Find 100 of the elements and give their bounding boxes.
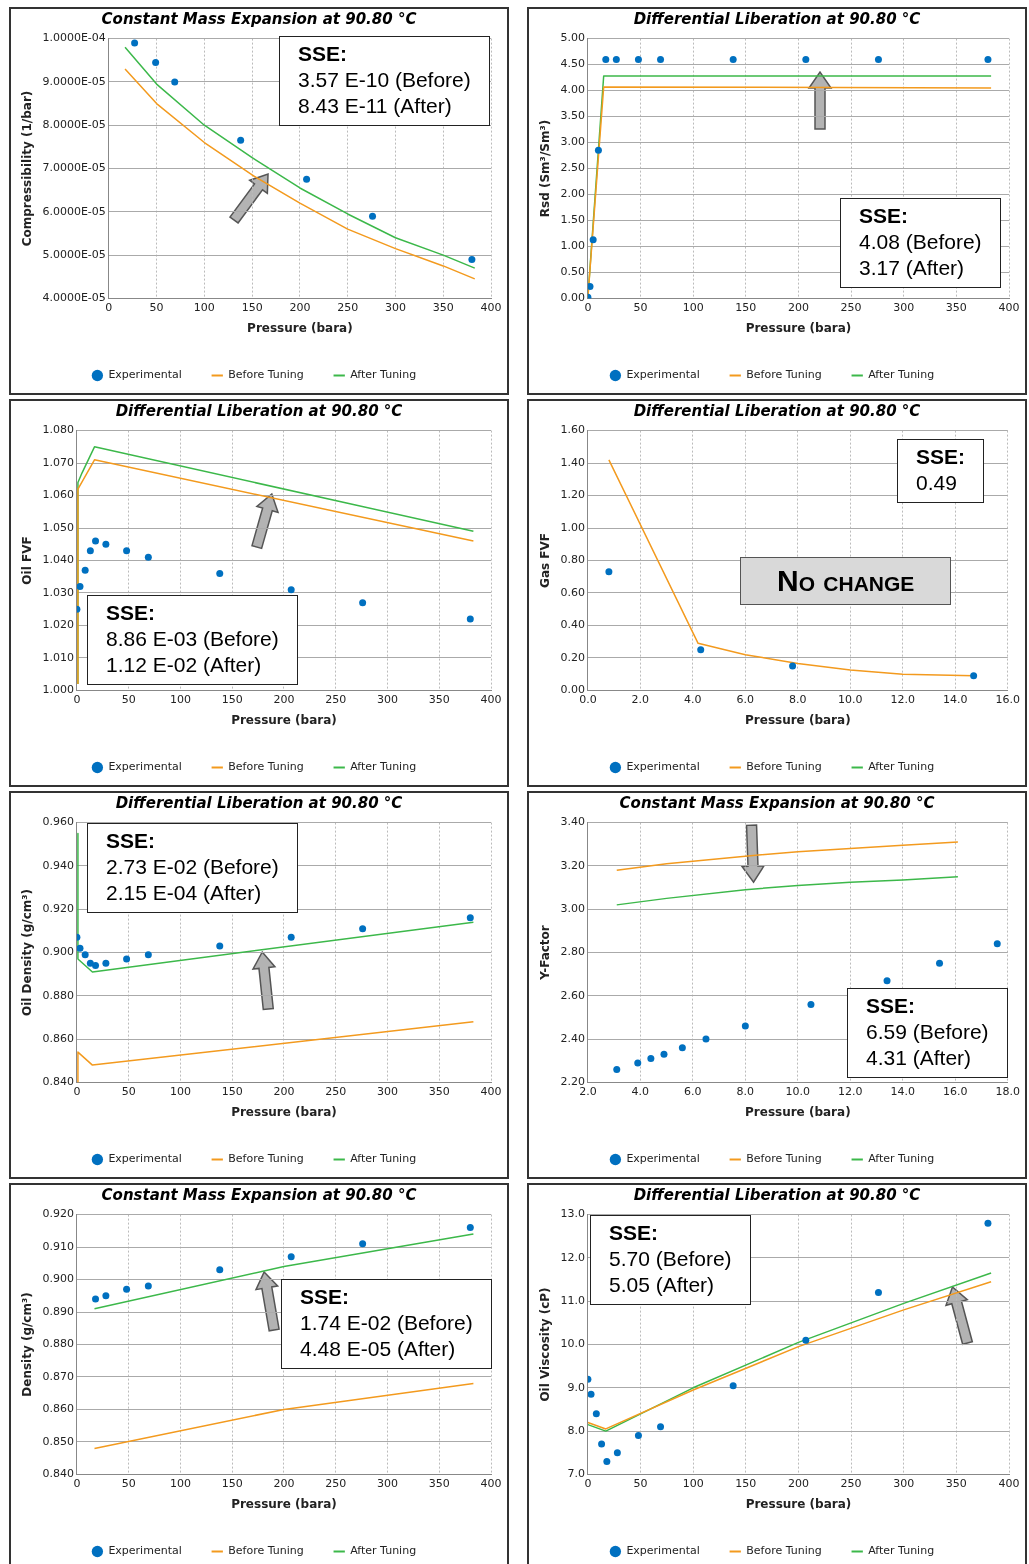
x-tick-label: 250: [325, 692, 347, 706]
x-tick-label: 250: [337, 300, 359, 314]
y-tick-label: 1.070: [42, 455, 74, 469]
point: [92, 537, 100, 545]
point: [697, 646, 705, 654]
point: [86, 547, 94, 555]
x-tick-label: 400: [480, 300, 502, 314]
y-tick-label: 0.50: [560, 265, 585, 279]
x-tick-label: 400: [998, 300, 1020, 314]
legend-label: After Tuning: [350, 760, 417, 774]
y-tick-label: 0.890: [42, 1304, 74, 1318]
point: [76, 944, 84, 952]
chart-title: Constant Mass Expansion at 90.80 °C: [100, 1186, 418, 1204]
x-tick-label: 100: [193, 300, 215, 314]
y-tick-label: 0.20: [560, 650, 585, 664]
x-tick-label: 0.0: [579, 692, 597, 706]
x-tick-label: 50: [121, 1476, 136, 1490]
x-tick-label: 0: [584, 1476, 592, 1490]
x-tick-label: 150: [221, 1476, 243, 1490]
y-tick-label: 0.40: [560, 618, 585, 632]
point: [634, 55, 642, 63]
x-tick-label: 100: [169, 1084, 191, 1098]
legend-label: After Tuning: [350, 368, 417, 382]
chart-title: Constant Mass Expansion at 90.80 °C: [618, 794, 936, 812]
y-tick-label: 0.910: [42, 1239, 74, 1253]
point: [612, 55, 620, 63]
y-axis-title: Y-Factor: [538, 925, 553, 981]
y-axis-title: Rsd (Sm³/Sm³): [538, 119, 553, 218]
y-tick-label: 7.0000E-05: [42, 161, 106, 175]
point: [171, 78, 179, 86]
point: [144, 1282, 152, 1290]
x-tick-label: 400: [998, 1476, 1020, 1490]
y-tick-label: 10.0: [560, 1337, 585, 1351]
point: [660, 1050, 668, 1058]
x-tick-label: 50: [633, 300, 648, 314]
x-tick-label: 200: [289, 300, 311, 314]
point: [613, 1449, 621, 1457]
y-tick-label: 1.00: [560, 239, 585, 253]
y-tick-label: 0.80: [560, 553, 585, 567]
point: [287, 933, 295, 941]
x-tick-label: 300: [893, 300, 915, 314]
point: [598, 1440, 606, 1448]
y-tick-label: 1.60: [560, 423, 585, 437]
point: [152, 58, 160, 66]
point: [874, 55, 882, 63]
point: [883, 977, 891, 985]
x-axis-title: Pressure (bara): [231, 1104, 337, 1119]
y-tick-label: 0.840: [42, 1075, 74, 1089]
legend-label: After Tuning: [868, 1544, 935, 1558]
legend-label: Experimental: [108, 368, 182, 382]
y-tick-label: 1.020: [42, 618, 74, 632]
legend-label: Experimental: [626, 368, 700, 382]
legend-label: After Tuning: [350, 1544, 417, 1558]
x-tick-label: 300: [376, 692, 398, 706]
x-tick-label: 100: [169, 692, 191, 706]
y-tick-label: 13.0: [560, 1207, 585, 1221]
point: [359, 599, 367, 607]
x-tick-label: 200: [273, 1084, 295, 1098]
point: [216, 1266, 224, 1274]
point: [123, 547, 131, 555]
x-axis-title: Pressure (bara): [745, 320, 852, 335]
x-tick-label: 18.0: [995, 1084, 1020, 1098]
y-tick-label: 2.80: [560, 945, 585, 959]
point: [102, 1292, 110, 1300]
x-tick-label: 100: [682, 300, 704, 314]
x-tick-label: 150: [221, 692, 243, 706]
point: [936, 959, 944, 967]
point: [970, 672, 978, 680]
x-tick-label: 350: [945, 1476, 967, 1490]
x-tick-label: 16.0: [943, 1084, 968, 1098]
y-tick-label: 7.0: [567, 1467, 585, 1481]
y-tick-label: 2.50: [560, 161, 585, 175]
y-tick-label: 4.50: [560, 57, 585, 71]
x-tick-label: 2.0: [579, 1084, 597, 1098]
point: [81, 566, 89, 574]
x-axis-title: Pressure (bara): [745, 1496, 852, 1511]
x-tick-label: 16.0: [995, 692, 1020, 706]
chart-title: Constant Mass Expansion at 90.80 °C: [100, 10, 418, 28]
y-tick-label: 0.900: [42, 1272, 74, 1286]
y-tick-label: 1.0000E-04: [42, 31, 106, 45]
y-tick-label: 3.20: [560, 858, 585, 872]
point: [729, 55, 737, 63]
legend-label: Before Tuning: [228, 1544, 304, 1558]
point: [592, 1410, 600, 1418]
point: [789, 662, 797, 670]
point: [657, 55, 665, 63]
y-tick-label: 1.010: [42, 650, 74, 664]
y-tick-label: 3.50: [560, 109, 585, 123]
x-axis-title: Pressure (bara): [745, 712, 851, 727]
x-tick-label: 0: [73, 1476, 81, 1490]
x-tick-label: 50: [633, 1476, 648, 1490]
x-tick-label: 10.0: [785, 1084, 811, 1098]
x-axis-title: Pressure (bara): [745, 1104, 851, 1119]
x-tick-label: 350: [432, 300, 454, 314]
chart-title: Differential Liberation at 90.80 °C: [114, 402, 404, 420]
point: [303, 175, 311, 183]
legend-label: Experimental: [626, 760, 700, 774]
y-tick-label: 0.00: [560, 291, 585, 305]
y-tick-label: 0.840: [42, 1467, 74, 1481]
y-tick-label: 1.060: [42, 488, 74, 502]
